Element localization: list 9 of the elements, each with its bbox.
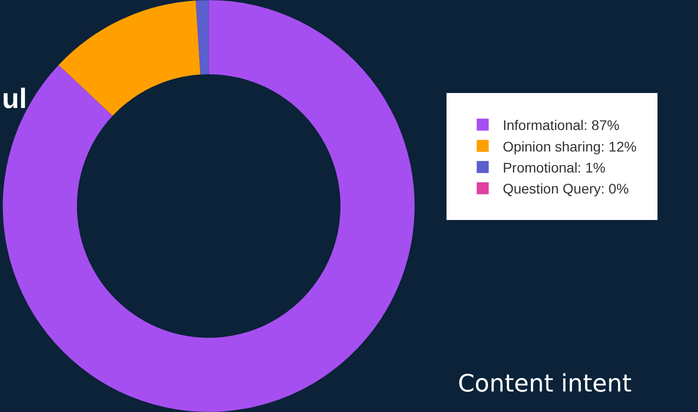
legend-label: Question Query: 0% xyxy=(502,180,629,197)
text: Content intent xyxy=(458,370,632,398)
donut-slice xyxy=(58,0,200,116)
donut-slice xyxy=(196,0,209,74)
legend-label: Promotional: 1% xyxy=(502,160,606,176)
text: ul xyxy=(2,83,27,114)
donut-slice xyxy=(2,0,414,412)
legend-label: Informational: 87% xyxy=(502,117,620,134)
legend-label: Opinion sharing: 12% xyxy=(502,138,637,154)
